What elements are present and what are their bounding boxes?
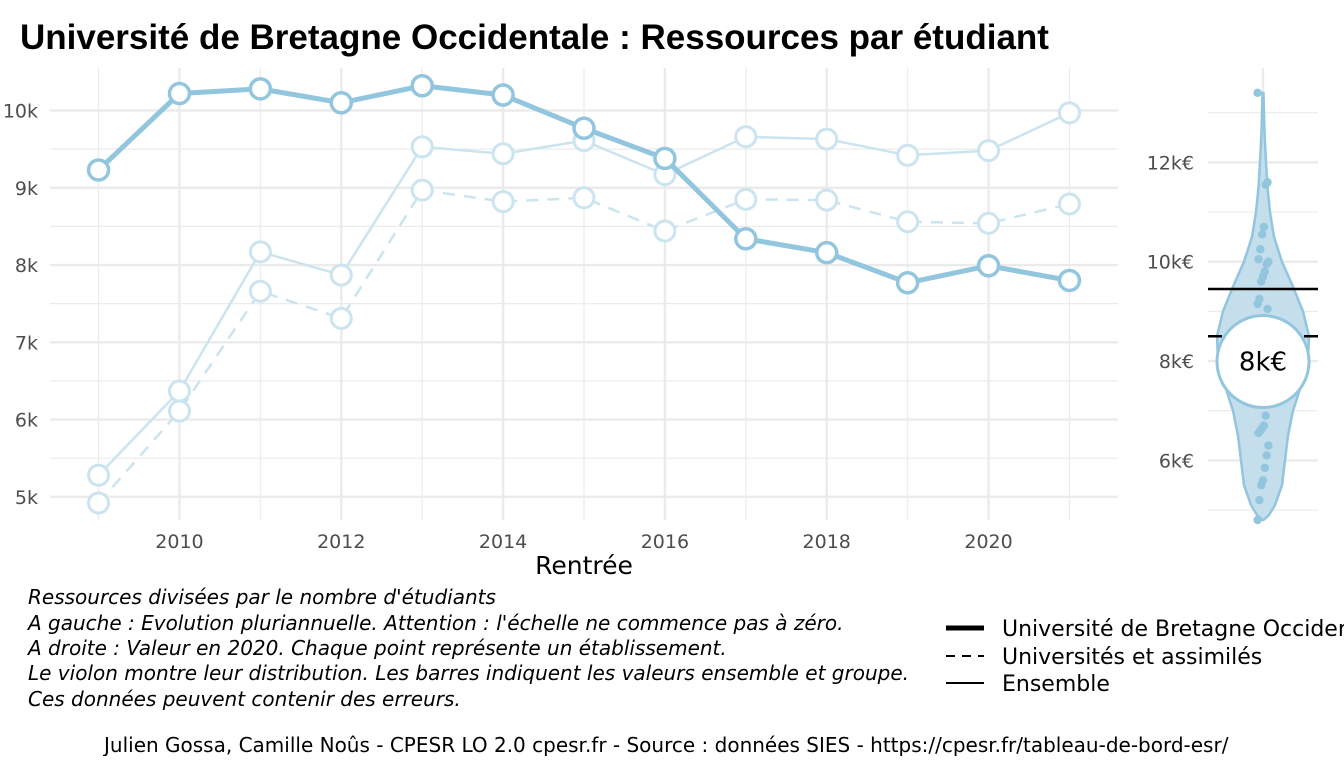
caption-line: A gauche : Evolution pluriannuelle. Atte… <box>26 611 844 635</box>
data-point <box>1057 192 1081 216</box>
establishment-point <box>1253 299 1262 309</box>
data-point <box>977 211 1001 235</box>
line-chart-y-ticks: 5k 6k 7k 8k 9k 10k <box>3 100 38 508</box>
y-tick-label: 10k€ <box>1147 252 1194 274</box>
legend: Université de Bretagne Occidentale Unive… <box>946 617 1344 697</box>
data-point <box>491 83 515 107</box>
series-dashed <box>87 178 1081 515</box>
data-point <box>815 188 839 212</box>
series-solid-thick <box>86 74 1082 295</box>
data-point <box>896 143 920 167</box>
data-point <box>896 210 920 234</box>
y-tick-label: 8k€ <box>1159 351 1194 373</box>
data-point <box>248 279 272 303</box>
x-tick-label: 2018 <box>803 531 851 553</box>
establishment-point <box>1262 259 1271 269</box>
data-point <box>572 186 596 210</box>
data-point <box>248 77 273 101</box>
data-point <box>167 379 191 403</box>
establishment-point <box>1261 411 1270 420</box>
source-credit: Julien Gossa, Camille Noûs - CPESR LO 2.… <box>102 733 1229 756</box>
y-tick-label: 6k€ <box>1159 450 1194 472</box>
y-tick-label: 6k <box>15 410 38 432</box>
data-point <box>977 139 1001 163</box>
y-tick-label: 8k <box>15 255 38 277</box>
data-point <box>734 125 758 149</box>
x-tick-label: 2010 <box>155 531 203 553</box>
data-point <box>410 74 434 98</box>
data-point <box>491 190 515 214</box>
data-point <box>653 219 677 243</box>
caption: Ressources divisées par le nombre d'étud… <box>26 585 909 711</box>
establishment-point <box>1253 515 1262 525</box>
data-point <box>86 158 111 182</box>
y-tick-label: 7k <box>15 332 38 354</box>
data-point <box>167 399 191 423</box>
data-point <box>491 142 515 166</box>
establishment-point <box>1254 428 1263 438</box>
x-tick-label: 2014 <box>479 531 527 553</box>
data-point <box>410 135 434 159</box>
y-tick-label: 10k <box>3 100 38 122</box>
violin-chart-y-ticks: 6k€ 8k€ 10k€ 12k€ <box>1147 152 1194 472</box>
data-point <box>329 306 353 330</box>
establishment-point <box>1263 304 1272 314</box>
data-point <box>572 116 596 141</box>
data-point <box>1057 101 1081 125</box>
chart-title: Université de Bretagne Occidentale : Res… <box>20 18 1049 57</box>
line-chart-series <box>86 74 1082 515</box>
establishment-point <box>1264 441 1273 450</box>
x-tick-label: 2012 <box>317 531 365 553</box>
highlight-label: 8k€ <box>1239 348 1287 378</box>
data-point <box>329 91 354 115</box>
data-point <box>814 240 839 265</box>
line-chart-x-ticks: 2010 2012 2014 2016 2018 2020 <box>155 531 1012 553</box>
data-point <box>976 254 1001 278</box>
violin-chart-panel: 6k€ 8k€ 10k€ 12k€ 8k€ <box>1147 68 1318 525</box>
data-point <box>895 271 920 295</box>
caption-line: Ressources divisées par le nombre d'étud… <box>28 585 496 609</box>
series-solid-thin <box>87 101 1081 487</box>
caption-line: A droite : Valeur en 2020. Chaque point … <box>26 636 727 660</box>
data-point <box>87 463 111 487</box>
x-tick-label: 2016 <box>641 531 689 553</box>
establishment-point <box>1257 277 1266 286</box>
data-point <box>815 127 839 151</box>
establishment-point <box>1257 481 1266 490</box>
establishment-point <box>1254 255 1263 264</box>
establishment-point <box>1256 245 1265 254</box>
line-chart-panel: 5k 6k 7k 8k 9k 10k 2010 2012 2014 2016 2018 2020 R… <box>3 68 1118 580</box>
data-point <box>329 263 353 287</box>
violin-chart-body: 8k€ <box>1208 88 1318 525</box>
x-axis-title: Rentrée <box>535 551 633 580</box>
y-tick-label: 5k <box>15 487 38 509</box>
establishment-point <box>1260 463 1270 473</box>
establishment-point <box>1255 495 1264 505</box>
caption-line: Ces données peuvent contenir des erreurs… <box>28 687 461 711</box>
establishment-point <box>1257 230 1267 239</box>
legend-label: Université de Bretagne Occidentale <box>1002 617 1344 642</box>
data-point <box>167 81 192 106</box>
y-tick-label: 12k€ <box>1147 152 1194 174</box>
data-point <box>1057 268 1082 293</box>
data-point <box>734 227 758 251</box>
legend-label: Universités et assimilés <box>1002 645 1262 670</box>
data-point <box>410 178 434 202</box>
data-point <box>87 491 111 515</box>
data-point <box>248 240 272 264</box>
establishment-point <box>1262 451 1271 460</box>
data-point <box>653 146 677 171</box>
legend-label: Ensemble <box>1002 672 1110 697</box>
establishment-point <box>1259 222 1269 232</box>
establishment-point <box>1253 88 1262 98</box>
highlight-bubble <box>1215 314 1311 410</box>
x-tick-label: 2020 <box>964 531 1012 553</box>
establishment-point <box>1261 180 1270 189</box>
violin-shape <box>1215 91 1311 522</box>
data-point <box>734 187 758 211</box>
caption-line: Le violon montre leur distribution. Les … <box>28 661 909 685</box>
y-tick-label: 9k <box>15 178 38 200</box>
